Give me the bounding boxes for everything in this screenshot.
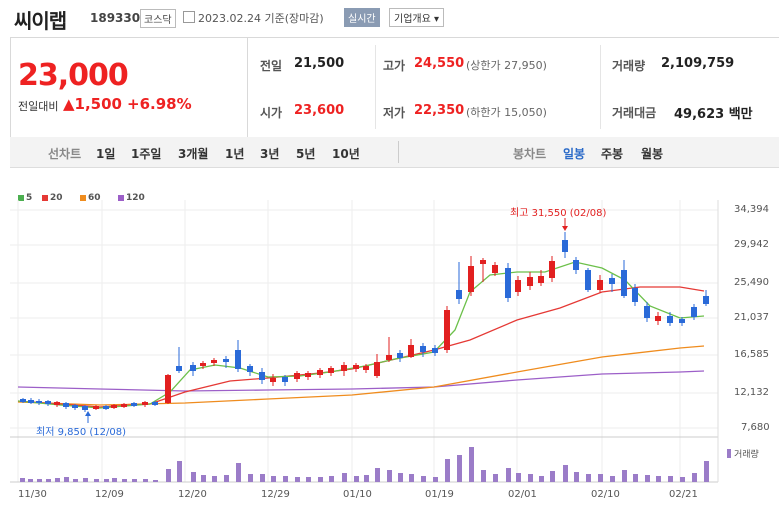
ma120-line [17, 370, 705, 392]
legend-ma20: 20 [42, 193, 63, 203]
high-price: 24,550 [414, 56, 465, 71]
low-annotation: 최저 9,850 (12/08) [36, 427, 127, 438]
ma5-line [17, 261, 705, 409]
y-tick: 25,490 [734, 277, 769, 288]
x-tick: 01/19 [425, 489, 454, 500]
low-price: 22,350 [414, 103, 465, 118]
y-tick: 21,037 [734, 312, 769, 323]
range-1y[interactable]: 1년 [225, 147, 245, 161]
change-rate: +6.98% [127, 95, 192, 113]
y-tick: 34,394 [734, 204, 769, 215]
candle-weekly[interactable]: 주봉 [601, 147, 624, 161]
stock-header: 씨이랩 189330 코스닥 2023.02.24 기준(장마감) 실시간 기업… [0, 0, 779, 36]
calendar-icon [183, 11, 195, 23]
stock-name: 씨이랩 [14, 9, 67, 33]
legend-ma5: 5 [18, 193, 32, 203]
x-tick: 12/09 [95, 489, 124, 500]
chart-toolbar [10, 137, 779, 168]
price-box [10, 37, 248, 137]
x-tick: 12/20 [178, 489, 207, 500]
high-annotation: 최고 31,550 (02/08) [510, 208, 607, 219]
amount-label: 거래대금 [612, 106, 657, 120]
open-price: 23,600 [294, 103, 345, 118]
y-tick: 12,132 [734, 387, 769, 398]
y-tick: 7,680 [741, 422, 770, 433]
base-date: 2023.02.24 기준(장마감) [198, 12, 324, 25]
x-tick: 12/29 [261, 489, 290, 500]
prev-close: 21,500 [294, 56, 345, 71]
range-1w[interactable]: 1주일 [131, 147, 162, 161]
open-label: 시가 [260, 106, 283, 120]
y-tick: 16,585 [734, 349, 769, 360]
divider [600, 45, 601, 129]
company-info-dropdown[interactable]: 기업개요 ▾ [389, 8, 444, 27]
range-3y[interactable]: 3년 [260, 147, 280, 161]
divider [398, 141, 399, 163]
range-3m[interactable]: 3개월 [178, 147, 209, 161]
range-5y[interactable]: 5년 [296, 147, 316, 161]
volume-value: 2,109,759 [661, 56, 735, 71]
divider [375, 45, 376, 129]
candle-monthly[interactable]: 월봉 [641, 147, 664, 161]
legend-ma60: 60 [80, 193, 101, 203]
x-tick: 02/21 [669, 489, 698, 500]
candle-chart-label: 봉차트 [513, 147, 547, 161]
x-tick: 02/01 [508, 489, 537, 500]
amount-value: 49,623 백만 [674, 107, 753, 122]
diff-value: ▲1,500 [63, 95, 122, 113]
lower-limit: (하한가 15,050) [466, 106, 547, 119]
stock-code: 189330 [90, 11, 141, 25]
diff-label: 전일대비 [18, 100, 59, 113]
low-label: 저가 [383, 106, 406, 120]
x-tick: 11/30 [18, 489, 47, 500]
volume-label: 거래량 [612, 59, 646, 73]
current-price: 23,000 [18, 58, 129, 93]
ma60-line [17, 345, 705, 406]
realtime-button[interactable]: 실시간 [344, 8, 380, 27]
market-badge: 코스닥 [140, 9, 176, 28]
legend-ma120: 120 [118, 193, 145, 203]
line-chart-label: 선차트 [48, 147, 82, 161]
prev-label: 전일 [260, 59, 283, 73]
x-tick: 01/10 [343, 489, 372, 500]
high-label: 고가 [383, 59, 406, 73]
volume-legend: 거래량 [734, 450, 759, 460]
candle-daily[interactable]: 일봉 [563, 147, 586, 161]
y-tick: 29,942 [734, 239, 769, 250]
ma20-line [17, 286, 705, 408]
range-10y[interactable]: 10년 [332, 147, 360, 161]
range-1d[interactable]: 1일 [96, 147, 116, 161]
x-tick: 02/10 [591, 489, 620, 500]
upper-limit: (상한가 27,950) [466, 59, 547, 72]
